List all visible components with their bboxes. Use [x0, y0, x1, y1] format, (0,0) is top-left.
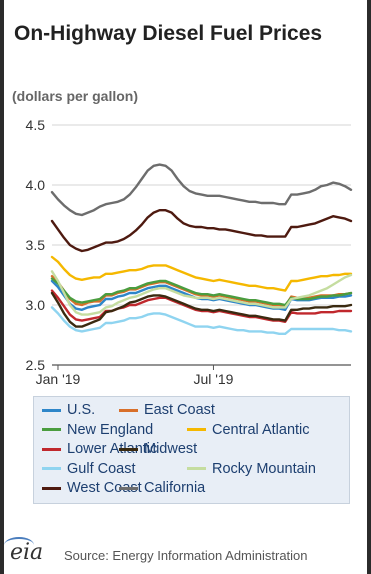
legend-swatch: [119, 447, 138, 451]
series-line-midwest: [50, 291, 353, 328]
y-tick-label: 2.5: [26, 357, 46, 373]
legend-swatch: [42, 467, 61, 470]
legend-item: California: [119, 479, 205, 497]
eia-logo-arc-icon: [4, 537, 34, 553]
legend-item: West Coast: [42, 479, 142, 497]
eia-logo: eia: [10, 540, 44, 565]
legend-swatch: [187, 467, 206, 470]
legend-item: Midwest: [119, 440, 197, 458]
legend-swatch: [42, 408, 61, 412]
legend: U.S. East Coast New England Central Atlanti…: [33, 396, 350, 504]
x-tick-label: Jan '19: [36, 371, 81, 387]
legend-label: Lower Atlantic: [67, 441, 158, 457]
legend-label: West Coast: [67, 480, 142, 496]
y-tick-label: 3.5: [26, 237, 46, 253]
legend-item: East Coast: [119, 401, 215, 419]
legend-item: U.S.: [42, 401, 95, 419]
series-lines: [50, 163, 353, 335]
legend-label: Gulf Coast: [67, 460, 136, 477]
chart-title: On-Highway Diesel Fuel Prices: [14, 22, 323, 45]
series-line-east-coast: [50, 275, 353, 308]
y-tick-label: 4.0: [26, 177, 46, 193]
unit-label: (dollars per gallon): [12, 88, 139, 104]
legend-label: Rocky Mountain: [212, 460, 316, 477]
line-chart: 2.5 3.0 3.5 4.0 4.5 Jan '19 Jul '19: [26, 117, 353, 387]
legend-label: Midwest: [144, 441, 198, 457]
series-line-california: [50, 163, 353, 217]
y-tick-label: 3.0: [26, 297, 46, 313]
source-note: Source: Energy Information Administratio…: [64, 548, 308, 563]
legend-swatch: [42, 447, 61, 451]
legend-label: U.S.: [67, 402, 96, 418]
x-axis-ticks: Jan '19 Jul '19: [36, 365, 234, 387]
legend-swatch: [119, 486, 138, 490]
footer: eia Source: Energy Information Administr…: [4, 537, 367, 574]
legend-label: Central Atlantic: [212, 421, 310, 438]
series-line-west-coast: [50, 209, 353, 253]
legend-item: Rocky Mountain: [187, 460, 316, 478]
legend-item: New England: [42, 421, 153, 439]
legend-label: New England: [67, 421, 154, 438]
series-line-rocky-mountain: [50, 270, 353, 316]
legend-swatch: [187, 428, 206, 431]
series-line-central-atlantic: [50, 255, 353, 292]
legend-swatch: [42, 486, 61, 490]
chart-card: On-Highway Diesel Fuel Prices (dollars p…: [4, 0, 367, 574]
legend-label: East Coast: [144, 402, 215, 418]
x-tick-label: Jul '19: [193, 371, 233, 387]
y-tick-label: 4.5: [26, 117, 46, 133]
legend-swatch: [119, 408, 138, 412]
legend-label: California: [144, 480, 206, 496]
y-axis-ticks: 2.5 3.0 3.5 4.0 4.5: [26, 117, 46, 373]
legend-swatch: [42, 428, 61, 431]
series-line-gulf-coast: [50, 306, 353, 335]
series-line-new-england: [50, 277, 353, 307]
legend-item: Central Atlantic: [187, 421, 310, 439]
legend-item: Lower Atlantic: [42, 440, 157, 458]
legend-item: Gulf Coast: [42, 460, 136, 478]
